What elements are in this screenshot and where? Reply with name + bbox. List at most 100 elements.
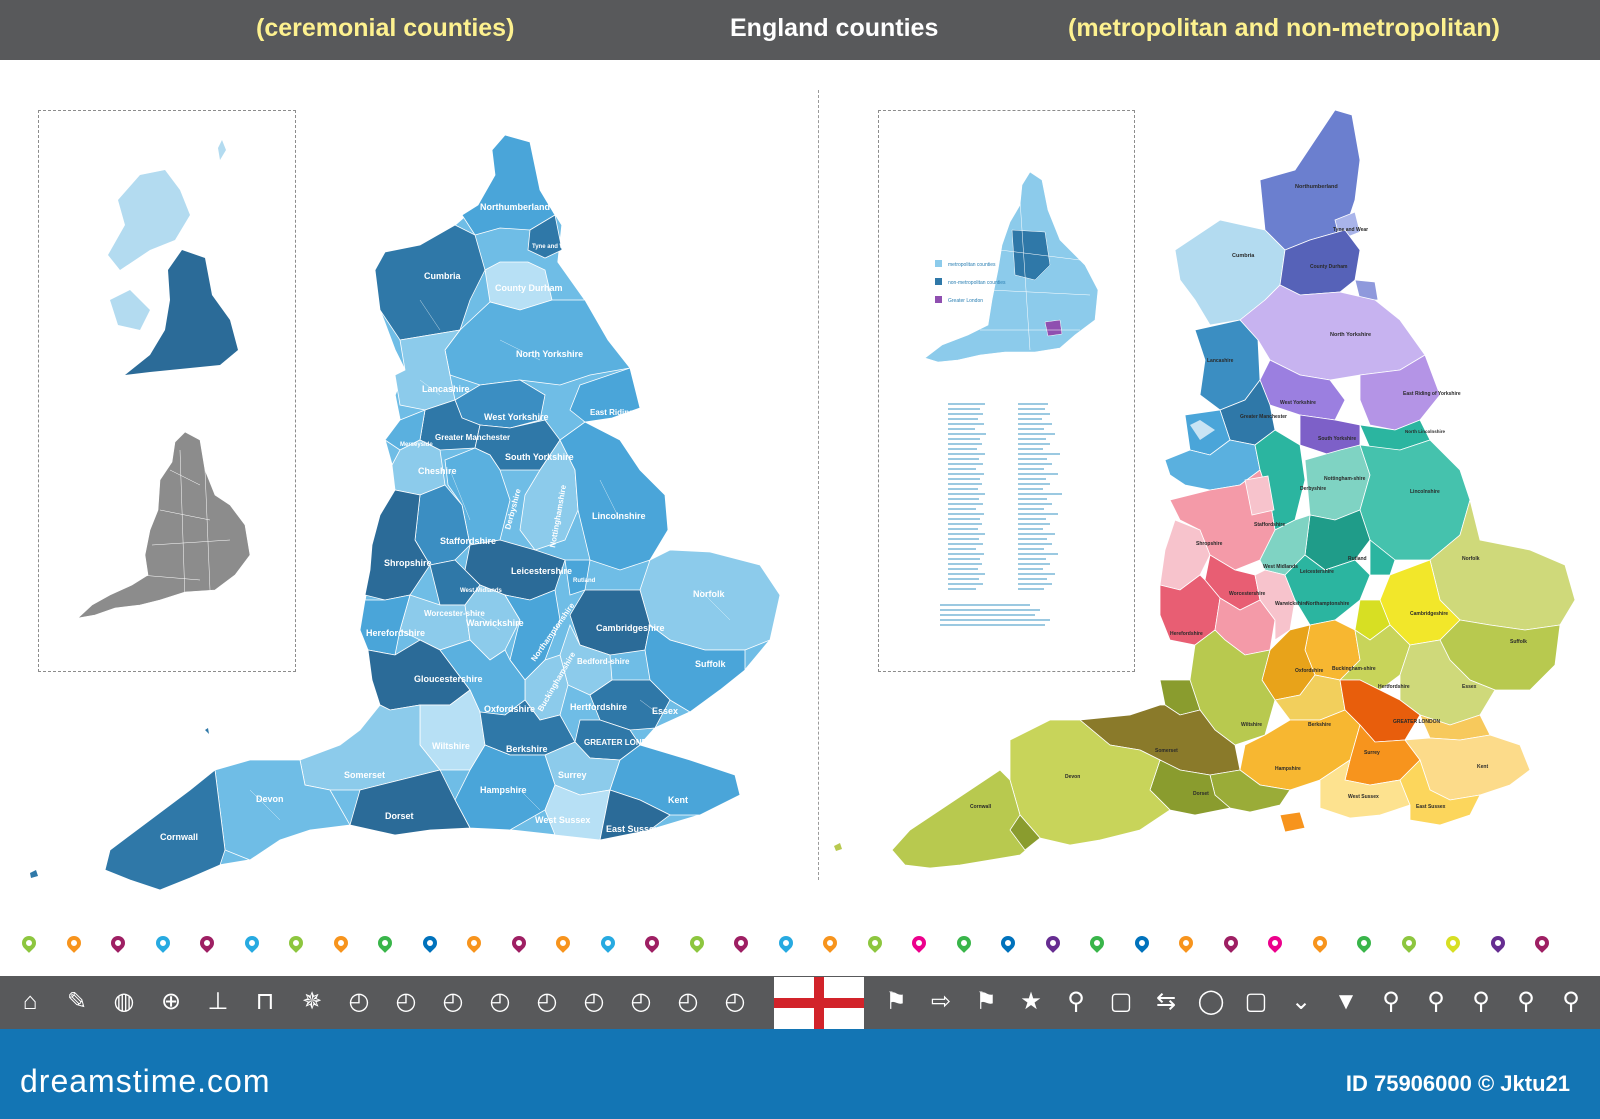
label-merseyside: Merseyside	[400, 442, 433, 448]
location-pin-icon: ⚲	[1427, 988, 1445, 1015]
sign-icon: ⊓	[255, 988, 275, 1015]
map-pins-row	[0, 928, 1600, 972]
metro-label-oxfordshire: Oxfordshire	[1295, 668, 1324, 674]
metro-label-south-yorkshire: South Yorkshire	[1318, 436, 1356, 442]
label-county-durham: County Durham	[495, 283, 563, 293]
metro-label-staffordshire: Staffordshire	[1254, 522, 1285, 528]
map-pin-icon	[775, 933, 796, 953]
metro-label-east-riding: East Riding of Yorkshire	[1403, 391, 1461, 397]
map-pin-icon	[1131, 933, 1152, 953]
legend-metropolitan: metropolitan counties	[948, 262, 996, 268]
map-pin-icon	[1354, 933, 1374, 953]
label-east-sussex: East Sussex	[606, 824, 659, 834]
label-norfolk: Norfolk	[693, 589, 725, 599]
metro-label-west-yorkshire: West Yorkshire	[1280, 400, 1316, 406]
map-pin-icon	[63, 933, 84, 953]
header-main-title: England counties	[730, 14, 939, 42]
metro-label-hertfordshire: Hertfordshire	[1378, 684, 1410, 690]
metro-legend-swatches: metropolitan counties non-metropolitan c…	[935, 260, 1006, 304]
metro-label-northamptonshire: Northamptonshire	[1306, 601, 1350, 607]
compass-icon: ◴	[489, 988, 511, 1015]
metro-label-leicestershire: Leicestershire	[1300, 569, 1334, 575]
metro-label-warwickshire: Warwickshire	[1275, 601, 1307, 607]
home-icon: ⌂	[22, 988, 38, 1015]
label-east-riding: East Riding of Yorkshire	[590, 408, 683, 417]
arrow-down-icon: ▼	[1334, 988, 1358, 1015]
chevrons-down-icon: ⌄	[1290, 988, 1312, 1015]
map-pin-icon	[1398, 933, 1419, 953]
map-pin-icon	[197, 933, 217, 953]
compass-icon: ◴	[677, 988, 699, 1015]
metro-label-suffolk: Suffolk	[1510, 639, 1527, 645]
map-pin-icon	[1443, 933, 1463, 953]
metro-label-lincolnshire: Lincolnshire	[1410, 489, 1440, 495]
map-pin-icon	[375, 933, 395, 953]
map-pin-icon	[998, 933, 1018, 953]
metro-county-labels: Northumberland Tyne and Wear Cumbria Cou…	[970, 184, 1527, 810]
left-inset-frame	[38, 110, 296, 672]
label-staffordshire: Staffordshire	[440, 536, 496, 546]
map-pin-icon	[553, 933, 573, 953]
metro-label-tyne-and-wear: Tyne and Wear	[1333, 227, 1368, 233]
label-north-yorkshire: North Yorkshire	[516, 349, 583, 359]
metro-label-greater-london: GREATER LONDON	[1393, 719, 1441, 725]
panel-separator	[818, 90, 819, 880]
label-somerset: Somerset	[344, 770, 385, 780]
map-pin-icon	[820, 933, 840, 953]
label-shropshire: Shropshire	[384, 558, 432, 568]
map-pin-icon	[1042, 933, 1063, 953]
metro-label-devon: Devon	[1065, 774, 1080, 780]
map-pin-icon	[508, 933, 529, 953]
right-inset-frame	[878, 110, 1135, 672]
footer-bar: dreamstime.com ID 75906000 © Jktu21	[0, 1029, 1600, 1119]
metro-label-derbyshire: Derbyshire	[1300, 486, 1326, 492]
globe-icon: ◍	[113, 988, 135, 1015]
map-pin-icon	[241, 933, 262, 953]
compass-icon: ◴	[724, 988, 746, 1015]
metro-label-berkshire: Berkshire	[1308, 722, 1331, 728]
map-pin-icon	[731, 933, 751, 953]
label-west-yorkshire: West Yorkshire	[484, 412, 549, 422]
map-pin-icon	[1309, 933, 1330, 953]
label-essex: Essex	[652, 706, 678, 716]
compass-icon: ◴	[395, 988, 417, 1015]
globe-grid-icon: ⊕	[160, 988, 182, 1015]
map-pin-icon	[864, 933, 885, 953]
label-wiltshire: Wiltshire	[432, 741, 470, 751]
label-bedfordshire: Bedford-shire	[577, 657, 630, 666]
metro-label-north-yorkshire: North Yorkshire	[1330, 332, 1371, 338]
board-icon: ▢	[1244, 988, 1268, 1015]
metro-label-cambridgeshire: Cambridgeshire	[1410, 611, 1448, 617]
metro-label-herefordshire: Herefordshire	[1170, 631, 1203, 637]
compass-icon: ◴	[536, 988, 558, 1015]
location-pin-icon: ⚲	[1472, 988, 1490, 1015]
header-right-title: (metropolitan and non-metropolitan)	[1068, 14, 1500, 42]
compass-icon: ◴	[348, 988, 370, 1015]
legend-greater-london: Greater London	[948, 298, 983, 304]
metro-label-kent: Kent	[1477, 764, 1488, 770]
map-pin-icon	[1220, 933, 1241, 953]
label-greater-london: GREATER LONDON	[584, 738, 660, 747]
map-pin-icon	[1487, 933, 1508, 953]
metro-label-rutland: Rutland	[1348, 556, 1367, 562]
label-cambridgeshire: Cambridgeshire	[596, 623, 665, 633]
label-worcestershire: Worcester-shire	[424, 609, 485, 618]
label-tyne-and-wear: Tyne and Wear	[532, 244, 575, 250]
star-pin-icon: ★	[1020, 988, 1042, 1015]
location-pin-icon: ⚲	[1067, 988, 1085, 1015]
legend-non-metropolitan: non-metropolitan counties	[948, 280, 1006, 286]
speech-bubble-icon: ◯	[1197, 988, 1225, 1015]
label-devon: Devon	[256, 794, 284, 804]
metro-label-west-midlands: West Midlands	[1263, 564, 1298, 570]
map-pin-icon	[1265, 933, 1285, 953]
label-cheshire: Cheshire	[418, 466, 457, 476]
direction-sign-icon: ⇆	[1155, 988, 1177, 1015]
metro-label-east-sussex: East Sussex	[1416, 804, 1446, 810]
map-pin-icon	[419, 933, 440, 953]
label-lancashire: Lancashire	[422, 384, 470, 394]
map-pin-icon	[330, 933, 351, 953]
label-oxfordshire: Oxfordshire	[484, 704, 535, 714]
compass-icon: ◴	[630, 988, 652, 1015]
map-pin-icon	[108, 933, 128, 953]
flag-icon: ⚑	[975, 988, 997, 1015]
